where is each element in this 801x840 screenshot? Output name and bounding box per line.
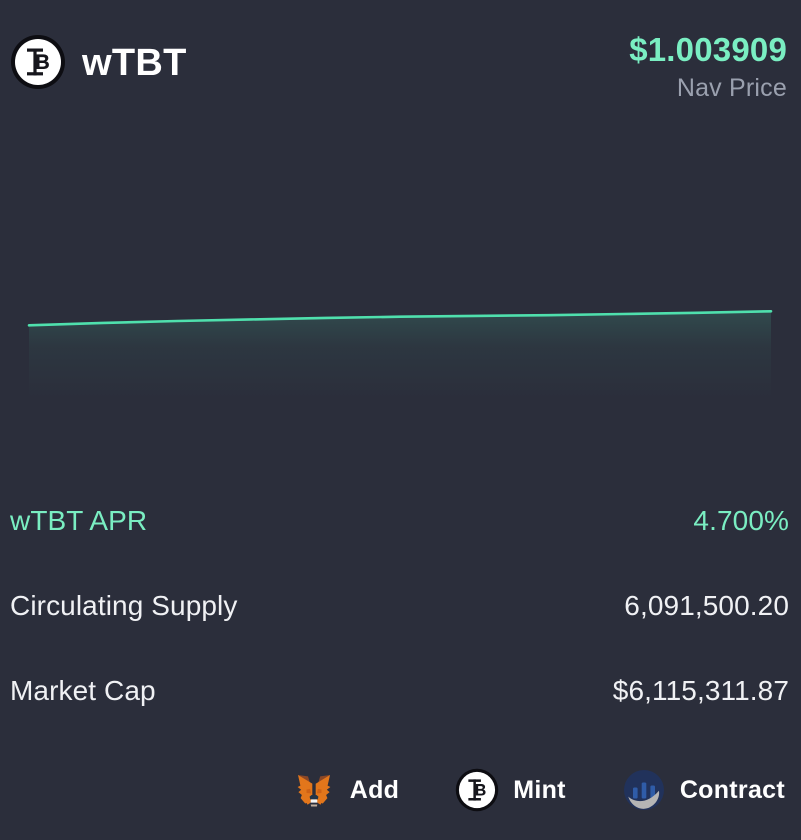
- stat-value: 4.700%: [693, 504, 789, 536]
- stat-value: 6,091,500.20: [624, 589, 789, 621]
- nav-price-value: $1.003909: [629, 31, 787, 68]
- add-to-wallet-button[interactable]: Add: [292, 768, 400, 812]
- token-stats-list: wTBT APR 4.700% Circulating Supply 6,091…: [0, 478, 801, 733]
- stat-row-market-cap: Market Cap $6,115,311.87: [10, 648, 789, 733]
- stat-value: $6,115,311.87: [612, 674, 789, 706]
- action-label: Add: [349, 775, 400, 804]
- token-header: wTBT $1.003909 Nav Price: [0, 0, 801, 120]
- metamask-fox-icon: [297, 775, 331, 807]
- stat-row-apr: wTBT APR 4.700%: [10, 478, 789, 563]
- stat-label: Circulating Supply: [10, 589, 238, 621]
- chart-area-fill: [29, 311, 771, 470]
- stat-label: wTBT APR: [10, 504, 148, 536]
- token-symbol: wTBT: [82, 42, 187, 84]
- wtbt-coin-icon: [456, 768, 499, 812]
- stat-row-circulating-supply: Circulating Supply 6,091,500.20: [10, 563, 789, 648]
- chart-line: [27, 309, 773, 327]
- action-bar: Add Mint: [0, 748, 801, 840]
- mint-button[interactable]: Mint: [455, 768, 566, 812]
- token-identity: wTBT: [10, 34, 187, 90]
- nav-price-block: $1.003909 Nav Price: [629, 31, 787, 104]
- nav-price-chart-svg: [27, 309, 773, 470]
- action-label: Contract: [679, 775, 785, 804]
- nav-price-label: Nav Price: [676, 73, 787, 102]
- nav-price-chart[interactable]: [0, 120, 801, 470]
- etherscan-icon: [623, 770, 664, 810]
- contract-button[interactable]: Contract: [622, 768, 785, 812]
- wtbt-coin-icon: [11, 35, 65, 89]
- stat-label: Market Cap: [10, 674, 156, 706]
- action-label: Mint: [513, 775, 566, 804]
